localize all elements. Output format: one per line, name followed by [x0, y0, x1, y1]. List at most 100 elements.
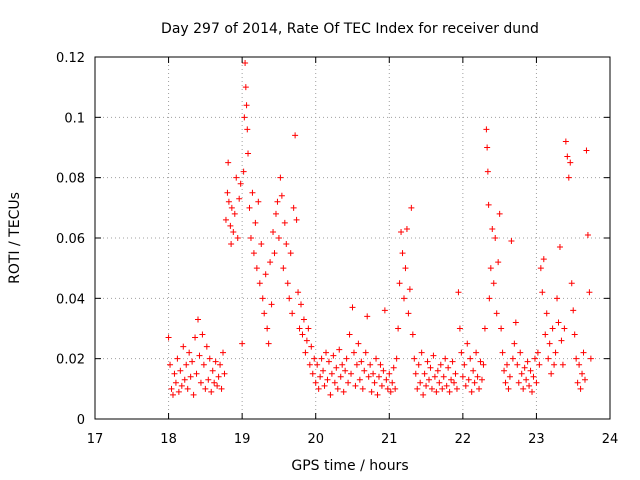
- data-point: [396, 280, 403, 287]
- data-point: [296, 325, 303, 332]
- data-point: [215, 373, 222, 380]
- data-point: [571, 331, 578, 338]
- data-point: [262, 271, 269, 278]
- data-point: [361, 367, 368, 374]
- data-point: [548, 370, 555, 377]
- data-point: [199, 331, 206, 338]
- data-point: [362, 349, 369, 356]
- data-point: [211, 379, 218, 386]
- data-point: [381, 307, 388, 314]
- data-point: [267, 259, 274, 266]
- data-point: [224, 189, 231, 196]
- data-point: [452, 370, 459, 377]
- data-point: [265, 340, 272, 347]
- data-point: [506, 373, 513, 380]
- data-point: [423, 382, 430, 389]
- data-point: [340, 388, 347, 395]
- data-point: [247, 235, 254, 241]
- data-point: [501, 367, 508, 374]
- data-point: [321, 382, 328, 389]
- x-tick-label: 21: [381, 432, 398, 447]
- data-point: [242, 60, 249, 67]
- data-point: [554, 295, 561, 302]
- data-point: [555, 319, 562, 326]
- data-point: [368, 388, 375, 395]
- data-point: [567, 159, 574, 166]
- data-point: [250, 250, 257, 257]
- data-point: [546, 340, 553, 347]
- data-point: [387, 388, 394, 395]
- data-point: [515, 379, 522, 386]
- data-point: [233, 174, 240, 181]
- data-point: [393, 355, 400, 362]
- data-point: [465, 376, 472, 383]
- data-point: [426, 376, 433, 383]
- data-point: [562, 138, 569, 145]
- data-point: [417, 379, 424, 386]
- chart-title: Day 297 of 2014, Rate Of TEC Index for r…: [161, 21, 539, 37]
- data-point: [390, 364, 397, 371]
- data-point: [189, 358, 196, 365]
- data-point: [384, 385, 391, 392]
- data-point: [289, 310, 296, 317]
- data-point: [249, 189, 256, 196]
- data-point: [311, 355, 318, 362]
- data-point: [453, 385, 460, 392]
- data-point: [243, 102, 250, 109]
- data-point: [570, 307, 577, 314]
- data-point: [317, 373, 324, 380]
- data-point: [415, 361, 422, 368]
- data-point: [231, 210, 238, 217]
- data-point: [462, 382, 469, 389]
- data-point: [240, 168, 247, 175]
- data-point: [325, 358, 332, 365]
- data-point: [364, 313, 371, 320]
- data-point: [330, 352, 337, 359]
- y-axis-label: ROTI / TECUs: [7, 192, 23, 284]
- data-point: [395, 325, 402, 332]
- data-point: [549, 325, 556, 332]
- data-point: [477, 358, 484, 365]
- data-point: [165, 334, 172, 341]
- data-point: [418, 349, 425, 356]
- data-point: [272, 210, 279, 217]
- data-point: [225, 198, 232, 205]
- x-axis-label: GPS time / hours: [291, 458, 408, 474]
- data-point: [445, 364, 452, 371]
- data-point: [564, 153, 571, 160]
- data-point: [446, 388, 453, 395]
- data-point: [200, 361, 207, 368]
- data-point: [355, 340, 362, 347]
- data-point: [483, 126, 490, 133]
- data-point: [534, 349, 541, 356]
- data-point: [168, 385, 175, 392]
- data-point: [258, 241, 265, 248]
- data-point: [509, 355, 516, 362]
- data-point: [478, 376, 485, 383]
- data-point: [523, 376, 530, 383]
- data-point: [383, 376, 390, 383]
- data-point: [420, 391, 427, 398]
- data-point: [239, 340, 246, 347]
- data-point: [365, 373, 372, 380]
- data-point: [568, 280, 575, 287]
- data-point: [536, 361, 543, 368]
- data-point: [433, 388, 440, 395]
- data-point: [220, 349, 227, 356]
- x-tick-label: 20: [307, 432, 324, 447]
- data-point: [175, 388, 182, 395]
- data-point: [573, 355, 580, 362]
- y-tick-label: 0.06: [56, 232, 85, 247]
- data-point: [308, 343, 315, 350]
- data-point: [178, 382, 185, 389]
- data-point: [485, 201, 492, 208]
- data-point: [349, 304, 356, 311]
- data-point: [186, 349, 193, 356]
- data-point: [518, 370, 525, 377]
- data-point: [442, 355, 449, 362]
- data-point: [524, 358, 531, 365]
- data-point: [217, 361, 224, 368]
- data-point: [222, 216, 229, 223]
- data-point: [530, 373, 537, 380]
- y-tick-label: 0.04: [56, 292, 85, 307]
